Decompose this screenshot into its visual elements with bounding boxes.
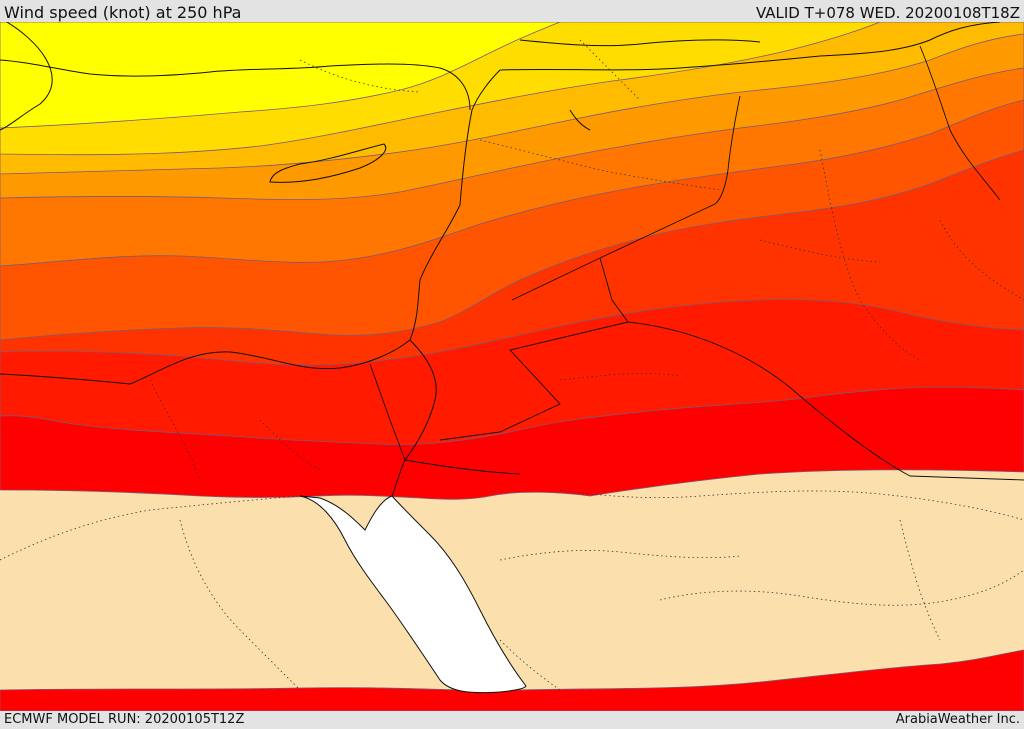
coastlines xyxy=(0,22,1001,497)
header-bar: Wind speed (knot) at 250 hPa VALID T+078… xyxy=(0,0,1024,22)
wind-speed-map xyxy=(0,22,1024,711)
wind-band-1 xyxy=(0,22,561,129)
red-sea xyxy=(299,495,527,694)
wind-band-south xyxy=(0,649,1024,711)
map-canvas xyxy=(0,22,1024,711)
footer-bar: ECMWF MODEL RUN: 20200105T12Z ArabiaWeat… xyxy=(0,711,1024,729)
credit-label: ArabiaWeather Inc. xyxy=(895,712,1020,727)
borders xyxy=(369,45,1024,481)
model-run-label: ECMWF MODEL RUN: 20200105T12Z xyxy=(4,712,245,727)
dotted-boundaries xyxy=(0,39,1024,691)
map-title: Wind speed (knot) at 250 hPa xyxy=(4,3,242,22)
valid-time-label: VALID T+078 WED. 20200108T18Z xyxy=(755,4,1020,22)
wind-bands xyxy=(0,22,1024,500)
